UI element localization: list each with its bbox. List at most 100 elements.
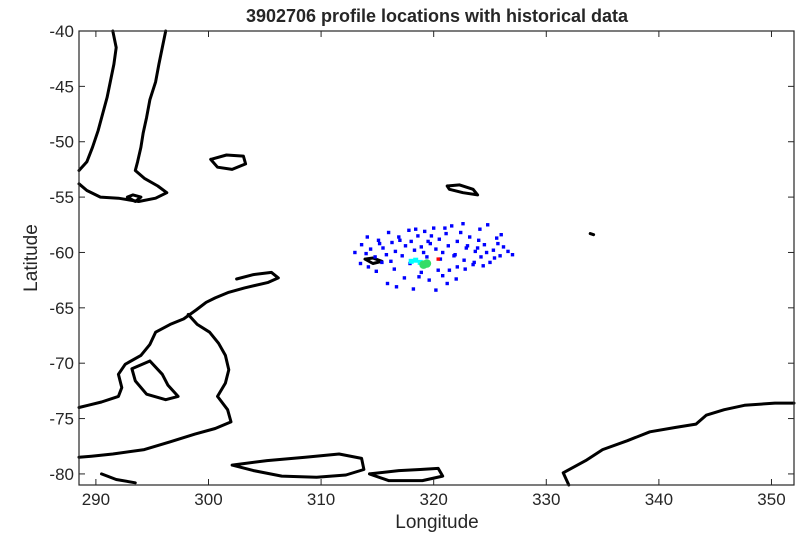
historical-point — [429, 234, 434, 238]
coastline — [77, 270, 280, 409]
historical-point — [368, 247, 373, 251]
historical-point — [402, 276, 407, 280]
historical-point — [403, 244, 408, 248]
historical-point — [353, 250, 357, 255]
historical-point — [381, 246, 385, 250]
historical-point — [414, 227, 418, 231]
historical-point — [365, 235, 369, 239]
y-tick-label: -75 — [49, 410, 74, 429]
historical-point — [398, 238, 402, 242]
historical-point — [397, 235, 401, 239]
profiles-point — [413, 257, 419, 263]
historical-point — [445, 281, 449, 286]
x-tick-label: 320 — [419, 490, 447, 509]
historical-point — [479, 255, 483, 259]
historical-point — [444, 231, 448, 236]
coastline — [100, 472, 137, 485]
historical-point — [498, 254, 502, 258]
historical-point — [499, 233, 503, 237]
historical-point — [419, 270, 423, 275]
historical-point — [411, 287, 416, 291]
x-tick-label: 300 — [194, 490, 222, 509]
historical-point — [452, 254, 456, 258]
historical-point — [438, 257, 443, 261]
historical-point — [459, 230, 463, 235]
coastline — [77, 313, 233, 459]
historical-point — [380, 260, 384, 265]
y-tick-label: -70 — [49, 354, 74, 373]
historical-point — [491, 248, 496, 252]
x-axis-label: Longitude — [395, 512, 478, 533]
coastline — [588, 232, 596, 237]
coastline — [230, 452, 366, 479]
y-tick-label: -55 — [49, 188, 74, 207]
historical-point — [465, 244, 470, 248]
historical-point — [419, 245, 423, 249]
historical-point — [443, 226, 447, 230]
coastline — [77, 29, 118, 172]
profiles-point — [408, 258, 414, 264]
y-tick-label: -80 — [49, 465, 74, 484]
coastline — [209, 153, 248, 171]
historical-point — [468, 235, 472, 239]
historical-point — [482, 243, 487, 247]
historical-point — [426, 239, 430, 244]
historical-point — [376, 238, 381, 242]
plot-frame — [78, 30, 795, 486]
historical-point — [377, 241, 382, 246]
historical-point — [389, 259, 393, 263]
historical-point — [486, 223, 490, 227]
historical-point — [462, 258, 466, 262]
historical-point — [386, 230, 391, 235]
historical-point — [488, 260, 492, 265]
y-tick-label: -50 — [49, 133, 74, 152]
historical-point — [471, 262, 475, 267]
historical-point — [425, 255, 429, 259]
coastline — [125, 193, 143, 203]
y-tick-label: -65 — [49, 299, 74, 318]
historical-point — [472, 260, 476, 265]
latest-point — [436, 257, 440, 261]
historical-point — [417, 275, 421, 279]
historical-point — [475, 246, 480, 250]
historical-point — [432, 226, 436, 230]
coastline — [368, 466, 445, 483]
historical-point — [423, 229, 427, 234]
historical-point — [501, 245, 506, 249]
historical-point — [393, 249, 398, 254]
current-point — [422, 259, 432, 268]
y-tick-label: -40 — [49, 22, 74, 41]
coastline — [77, 29, 169, 203]
historical-point — [409, 239, 413, 244]
historical-point — [407, 228, 411, 232]
historical-point — [412, 248, 417, 252]
historical-point — [374, 269, 378, 273]
historical-point — [454, 277, 458, 281]
historical-point — [473, 249, 477, 254]
y-tick-label: -45 — [49, 77, 74, 96]
historical-point — [434, 288, 438, 292]
historical-point — [428, 241, 432, 246]
historical-point — [446, 244, 450, 248]
historical-point — [455, 265, 459, 269]
chart-title: 3902706 profile locations with historica… — [246, 6, 629, 26]
historical-point — [450, 224, 454, 228]
x-tick-label: 350 — [757, 490, 785, 509]
historical-point — [385, 281, 390, 286]
coastline-layer — [77, 29, 796, 487]
historical-point — [373, 255, 377, 259]
historical-point — [421, 250, 426, 255]
historical-point — [455, 239, 459, 244]
x-tick-label: 310 — [307, 490, 335, 509]
coastline — [445, 183, 480, 197]
coastline — [363, 256, 384, 265]
historical-point — [510, 253, 515, 257]
axis-ticks: 290 300 310 320 330 340 350 -40 -45 -50 -55 -60 -65 -… — [49, 22, 794, 509]
historical-point — [390, 240, 394, 245]
historical-point — [394, 285, 399, 289]
historical-point — [463, 267, 467, 271]
historical-point — [364, 251, 368, 256]
historical-point — [358, 261, 363, 266]
historical-point — [437, 237, 441, 241]
historical-point — [441, 274, 445, 278]
